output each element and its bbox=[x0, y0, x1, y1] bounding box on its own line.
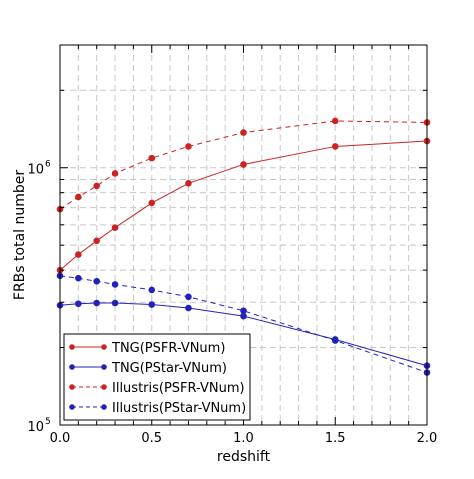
y-tick-label-exponent: 5 bbox=[45, 417, 51, 427]
data-point bbox=[185, 304, 192, 312]
y-tick-label-exponent: 6 bbox=[45, 160, 51, 170]
legend-label: Illustris(PSFR-VNum) bbox=[112, 381, 245, 396]
data-point bbox=[148, 286, 156, 294]
legend-marker bbox=[101, 344, 107, 350]
y-tick-label: 10 bbox=[27, 163, 44, 178]
data-point bbox=[93, 182, 100, 190]
data-point bbox=[240, 307, 247, 315]
legend-marker bbox=[101, 364, 107, 370]
data-point bbox=[75, 300, 82, 308]
legend-box bbox=[63, 333, 251, 421]
data-point bbox=[331, 117, 339, 125]
legend-marker bbox=[101, 384, 107, 390]
data-point bbox=[93, 237, 100, 245]
data-point bbox=[185, 180, 192, 187]
legend-label: Illustris(PStar-VNum) bbox=[112, 401, 246, 416]
data-point bbox=[240, 161, 247, 168]
legend-marker bbox=[69, 364, 75, 370]
x-tick-label: 2.0 bbox=[417, 431, 438, 446]
legend-label: TNG(PSFR-VNum) bbox=[111, 341, 225, 356]
y-axis-label: FRBs total number bbox=[12, 170, 28, 300]
data-point bbox=[111, 281, 119, 288]
series-line bbox=[59, 120, 428, 210]
legend-marker bbox=[69, 344, 75, 350]
x-tick-label: 1.0 bbox=[233, 431, 254, 446]
data-point bbox=[331, 337, 339, 344]
data-point bbox=[240, 129, 247, 136]
x-tick-label: 0.0 bbox=[50, 431, 71, 446]
data-point bbox=[148, 301, 156, 308]
data-point bbox=[148, 199, 156, 207]
y-tick-label: 10 bbox=[27, 420, 44, 435]
data-point bbox=[75, 274, 82, 282]
legend: TNG(PSFR-VNum) TNG(PStar-VNum) Illustris(P… bbox=[63, 333, 251, 421]
x-axis-label: redshift bbox=[217, 449, 271, 465]
data-point bbox=[148, 154, 156, 162]
grid bbox=[60, 45, 427, 425]
legend-marker bbox=[69, 404, 75, 410]
data-point bbox=[331, 143, 339, 150]
data-point bbox=[111, 299, 119, 307]
data-point bbox=[111, 224, 119, 231]
x-tick-label: 1.5 bbox=[325, 431, 346, 446]
x-tick-label: 0.5 bbox=[141, 431, 162, 446]
data-point bbox=[75, 251, 82, 258]
data-point bbox=[185, 143, 192, 150]
data-point bbox=[111, 170, 119, 177]
legend-label: TNG(PStar-VNum) bbox=[111, 361, 227, 376]
legend-marker bbox=[101, 404, 107, 410]
series-layer bbox=[56, 117, 431, 376]
legend-marker bbox=[69, 384, 75, 390]
data-point bbox=[75, 193, 82, 201]
data-point bbox=[185, 293, 192, 301]
data-point bbox=[93, 277, 100, 285]
data-point bbox=[240, 312, 247, 320]
data-point bbox=[93, 299, 100, 307]
